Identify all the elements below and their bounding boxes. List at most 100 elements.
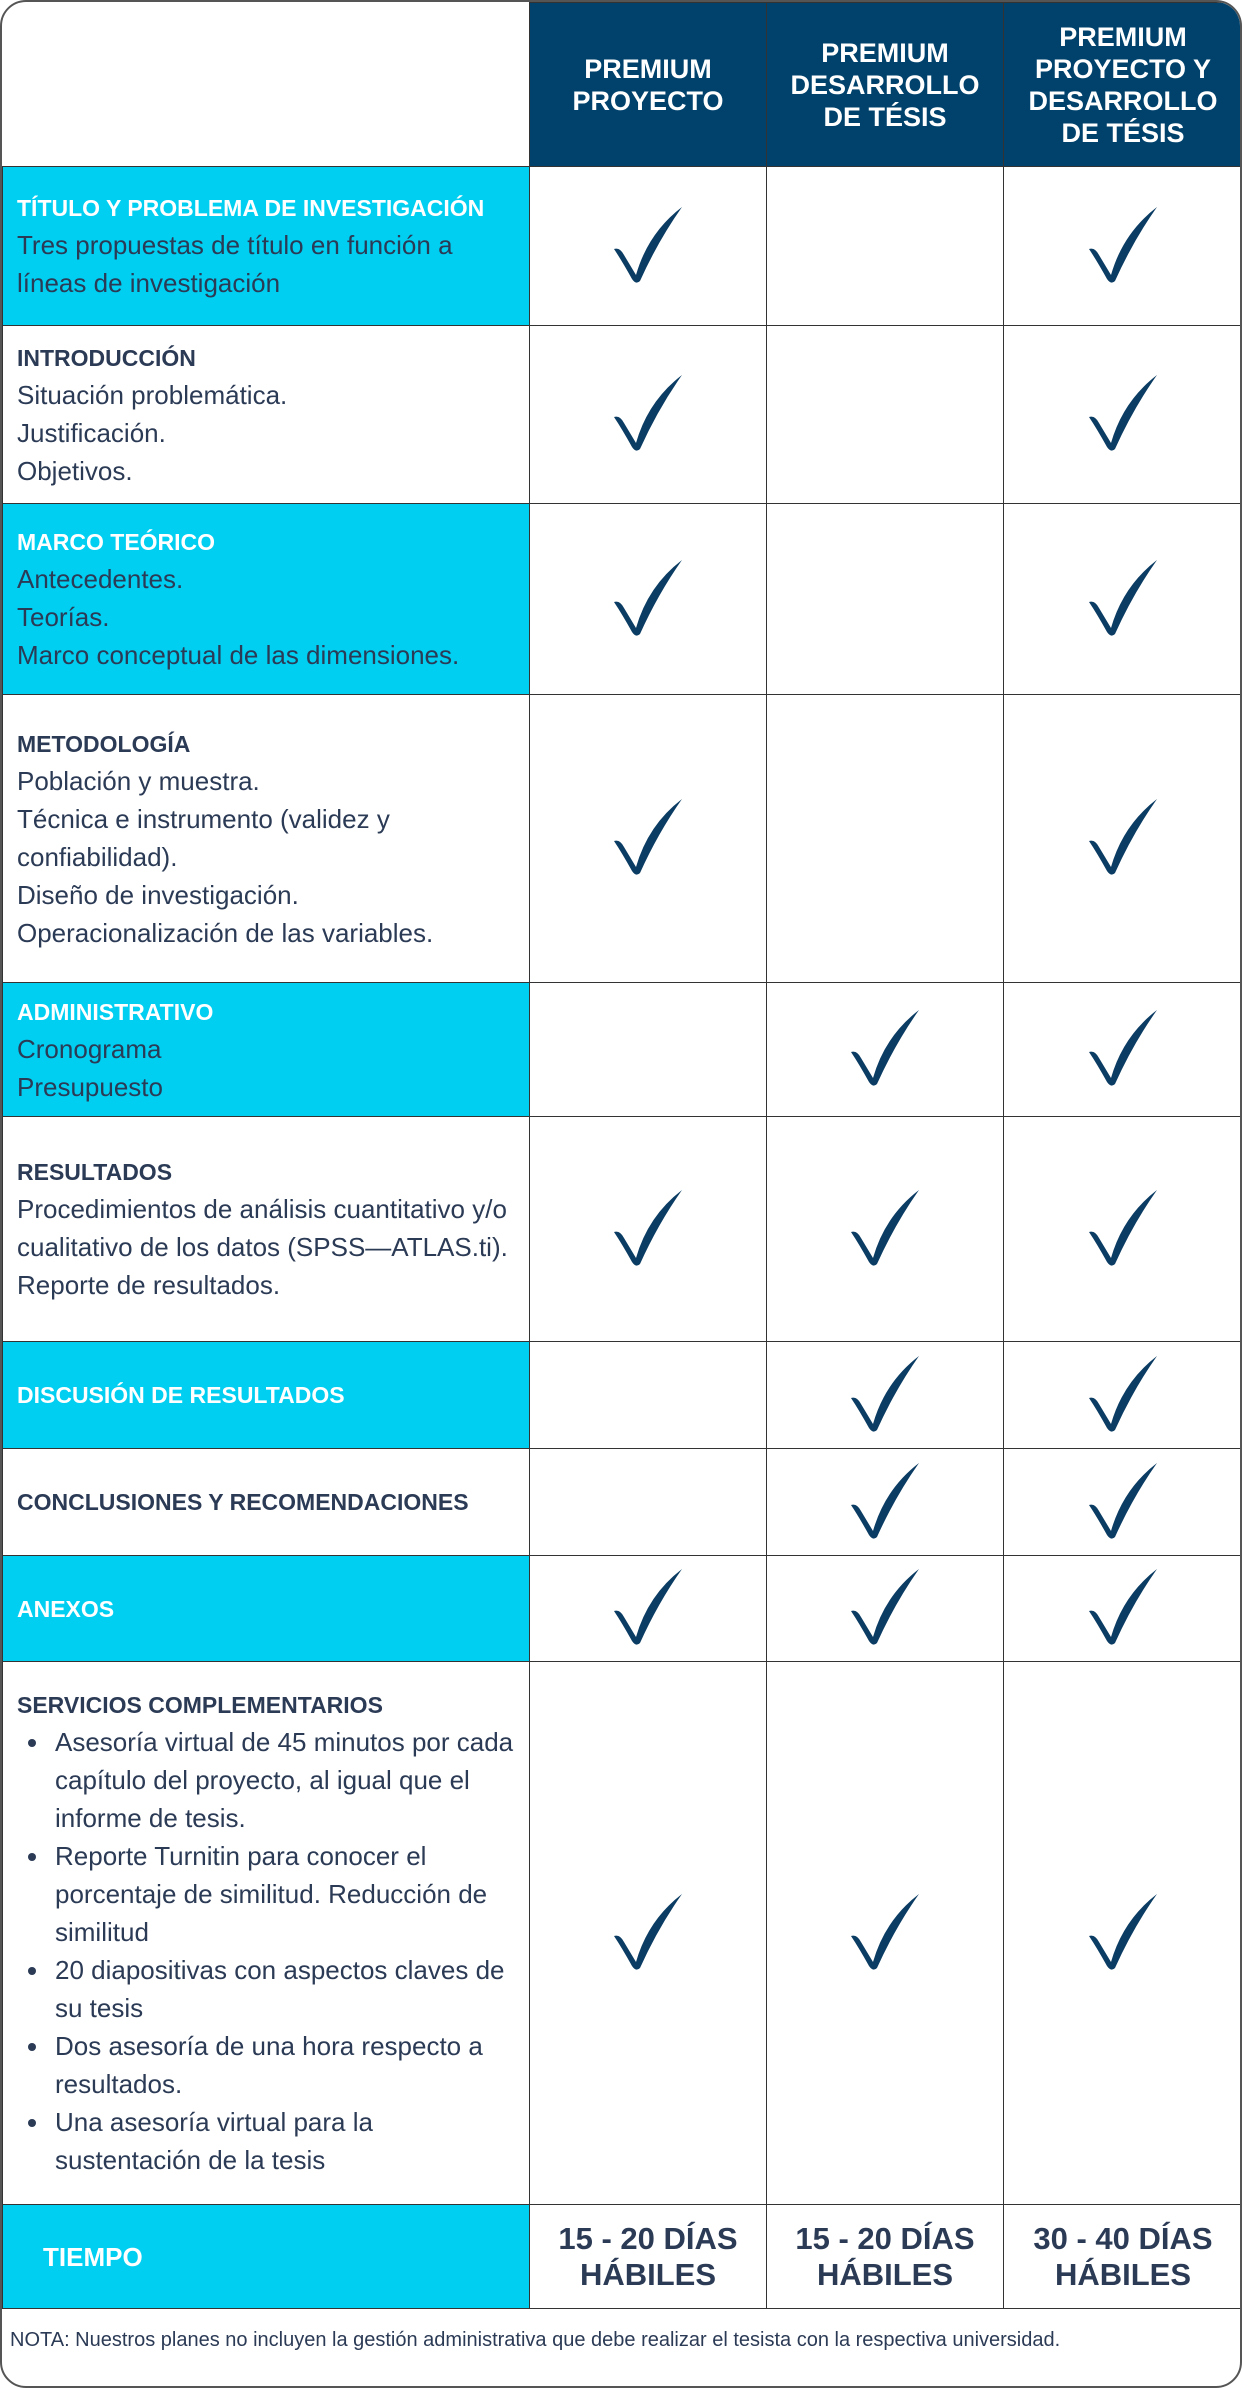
row-title: DISCUSIÓN DE RESULTADOS: [17, 1382, 345, 1408]
row-line: Tres propuestas de título en función a l…: [17, 230, 453, 298]
checkmark-icon: [608, 1893, 688, 1976]
row-title: CONCLUSIONES Y RECOMENDACIONES: [17, 1489, 469, 1515]
check-cell: [529, 1555, 767, 1662]
check-cell: [1003, 1448, 1240, 1556]
row-line: Presupuesto: [17, 1071, 163, 1102]
row-label: SERVICIOS COMPLEMENTARIOS Asesoría virtua…: [2, 1661, 530, 2205]
row-title: METODOLOGÍA: [17, 730, 191, 757]
table-row: ADMINISTRATIVO Cronograma Presupuesto: [2, 982, 1240, 1117]
check-cell: [766, 1116, 1004, 1342]
check-cell: [1003, 1555, 1240, 1662]
plans-table: PREMIUM PROYECTO PREMIUM DESARROLLO DE T…: [2, 2, 1240, 2309]
row-title: SERVICIOS COMPLEMENTARIOS: [17, 1692, 383, 1718]
row-line: Diseño de investigación.: [17, 879, 299, 910]
check-cell: [766, 982, 1004, 1117]
list-item: Asesoría virtual de 45 minutos por cada …: [51, 1723, 515, 1837]
list-item: Dos asesoría de una hora respecto a resu…: [51, 2027, 515, 2103]
check-cell: [1003, 982, 1240, 1117]
table-row-tiempo: TIEMPO 15 - 20 DÍAS HÁBILES 15 - 20 DÍAS H…: [2, 2204, 1240, 2309]
row-line: Objetivos.: [17, 455, 133, 486]
checkmark-icon: [845, 1569, 925, 1651]
row-label: CONCLUSIONES Y RECOMENDACIONES: [2, 1448, 530, 1556]
check-cell: [766, 1661, 1004, 2205]
row-line: Reporte de resultados.: [17, 1270, 281, 1300]
table-row: TÍTULO Y PROBLEMA DE INVESTIGACIÓN Tres p…: [2, 166, 1240, 326]
checkmark-icon: [1083, 1462, 1163, 1545]
checkmark-icon: [1083, 375, 1163, 457]
row-line: Población y muestra.: [17, 765, 260, 796]
list-item: Reporte Turnitin para conocer el porcent…: [51, 1837, 515, 1951]
check-cell: [766, 694, 1004, 983]
checkmark-icon: [608, 1189, 688, 1272]
table-row: MARCO TEÓRICO Antecedentes. Teorías. Marco …: [2, 503, 1240, 695]
row-label: METODOLOGÍA Población y muestra. Técnica e…: [2, 694, 530, 983]
footnote: NOTA: Nuestros planes no incluyen la ges…: [10, 2329, 1061, 2351]
checkmark-icon: [1083, 1893, 1163, 1976]
checkmark-icon: [845, 1355, 925, 1438]
check-cell: [766, 166, 1004, 326]
check-cell: [1003, 1341, 1240, 1449]
tiempo-value: 15 - 20 DÍAS HÁBILES: [529, 2204, 767, 2309]
checkmark-icon: [1083, 1189, 1163, 1272]
check-cell: [529, 982, 767, 1117]
checkmark-icon: [608, 1569, 688, 1651]
check-cell: [529, 503, 767, 695]
row-line: Cronograma: [17, 1033, 162, 1064]
row-line: Procedimientos de análisis cuantitativo …: [17, 1194, 508, 1262]
checkmark-icon: [845, 1189, 925, 1272]
row-title: MARCO TEÓRICO: [17, 529, 216, 555]
checkmark-icon: [1083, 799, 1163, 881]
column-header-premium-desarrollo: PREMIUM DESARROLLO DE TÉSIS: [766, 2, 1004, 167]
tiempo-value: 30 - 40 DÍAS HÁBILES: [1003, 2204, 1240, 2309]
checkmark-icon: [845, 1010, 925, 1092]
check-cell: [1003, 1116, 1240, 1342]
checkmark-icon: [845, 1462, 925, 1545]
header-blank: [2, 2, 530, 167]
table-row: CONCLUSIONES Y RECOMENDACIONES: [2, 1448, 1240, 1556]
row-label: ANEXOS: [2, 1555, 530, 1662]
row-title: RESULTADOS: [17, 1159, 173, 1185]
tiempo-label: TIEMPO: [2, 2204, 530, 2309]
row-label: DISCUSIÓN DE RESULTADOS: [2, 1341, 530, 1449]
row-title: INTRODUCCIÓN: [17, 344, 196, 371]
row-title: ADMINISTRATIVO: [17, 998, 214, 1025]
row-label: TÍTULO Y PROBLEMA DE INVESTIGACIÓN Tres p…: [2, 166, 530, 326]
row-line: Antecedentes.: [17, 564, 184, 594]
row-label: MARCO TEÓRICO Antecedentes. Teorías. Marco …: [2, 503, 530, 695]
checkmark-icon: [1083, 1569, 1163, 1651]
checkmark-icon: [1083, 1010, 1163, 1092]
row-title: TÍTULO Y PROBLEMA DE INVESTIGACIÓN: [17, 195, 485, 221]
checkmark-icon: [1083, 1355, 1163, 1438]
check-cell: [1003, 166, 1240, 326]
checkmark-icon: [608, 799, 688, 881]
table-row: ANEXOS: [2, 1555, 1240, 1662]
row-label: INTRODUCCIÓN Situación problemática. Justi…: [2, 325, 530, 504]
check-cell: [529, 325, 767, 504]
row-line: Operacionalización de las variables.: [17, 917, 434, 948]
check-cell: [766, 325, 1004, 504]
checkmark-icon: [608, 559, 688, 642]
checkmark-icon: [1083, 206, 1163, 289]
row-title: ANEXOS: [17, 1595, 115, 1622]
check-cell: [766, 1555, 1004, 1662]
check-cell: [529, 1116, 767, 1342]
table-row: DISCUSIÓN DE RESULTADOS: [2, 1341, 1240, 1449]
check-cell: [529, 166, 767, 326]
list-item: 20 diapositivas con aspectos claves de s…: [51, 1951, 515, 2027]
checkmark-icon: [608, 206, 688, 289]
check-cell: [1003, 325, 1240, 504]
check-cell: [1003, 694, 1240, 983]
row-line: Marco conceptual de las dimensiones.: [17, 640, 460, 670]
table-row-services: SERVICIOS COMPLEMENTARIOS Asesoría virtua…: [2, 1661, 1240, 2205]
table-row: METODOLOGÍA Población y muestra. Técnica e…: [2, 694, 1240, 983]
row-line: Justificación.: [17, 417, 166, 448]
check-cell: [766, 1341, 1004, 1449]
row-line: Situación problemática.: [17, 379, 288, 410]
row-line: Técnica e instrumento (validez y confiab…: [17, 803, 390, 872]
check-cell: [529, 1341, 767, 1449]
column-header-premium-proyecto: PREMIUM PROYECTO: [529, 2, 767, 167]
table-row: RESULTADOS Procedimientos de análisis cua…: [2, 1116, 1240, 1342]
checkmark-icon: [608, 375, 688, 457]
list-item: Una asesoría virtual para la sustentació…: [51, 2103, 515, 2179]
